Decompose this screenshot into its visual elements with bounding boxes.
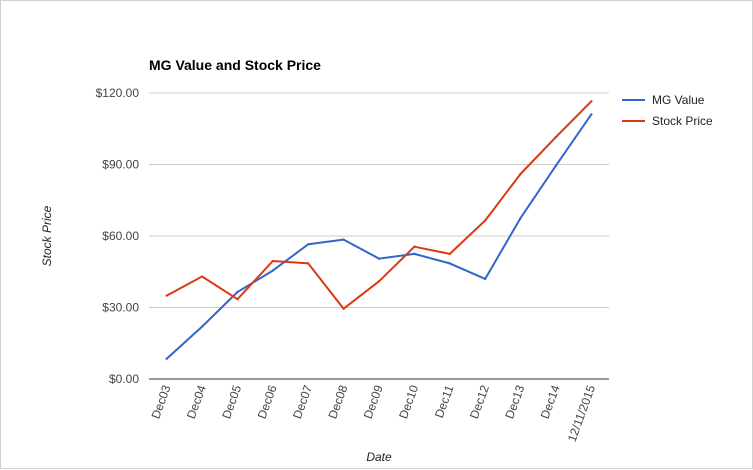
data-point xyxy=(519,216,522,220)
data-point xyxy=(590,113,593,116)
data-point xyxy=(165,357,168,360)
x-tick-label: Dec03 xyxy=(148,383,173,421)
x-tick-label: Dec06 xyxy=(255,383,280,421)
x-tick-label: 12/11/2015 xyxy=(565,383,599,444)
series-lines xyxy=(165,100,593,360)
series-line-1 xyxy=(166,100,593,310)
data-point xyxy=(448,252,451,256)
y-tick-label: $60.00 xyxy=(102,229,139,243)
y-tick-label: $90.00 xyxy=(102,158,139,172)
y-tick-label: $120.00 xyxy=(96,86,140,100)
grid-lines xyxy=(149,92,609,380)
y-axis-ticks: $0.00 $30.00 $60.00 $90.00 $120.00 xyxy=(96,86,140,386)
data-point xyxy=(413,245,416,248)
series-line-0 xyxy=(166,113,593,360)
data-point xyxy=(483,277,487,281)
x-axis-title: Date xyxy=(366,450,392,464)
data-point xyxy=(554,135,558,139)
x-tick-label: Dec12 xyxy=(467,383,492,421)
data-point xyxy=(307,262,310,265)
legend-label: Stock Price xyxy=(652,114,713,128)
data-point xyxy=(377,280,381,283)
x-tick-label: Dec07 xyxy=(290,383,315,421)
y-tick-label: $30.00 xyxy=(102,301,139,315)
data-point xyxy=(236,297,239,301)
x-tick-label: Dec05 xyxy=(219,383,244,421)
data-point xyxy=(200,325,204,328)
x-tick-label: Dec10 xyxy=(396,383,421,421)
x-tick-label: Dec14 xyxy=(538,383,563,421)
data-point xyxy=(413,252,416,256)
data-point xyxy=(271,269,275,272)
data-point xyxy=(307,243,310,246)
legend: MG Value Stock Price xyxy=(622,93,713,128)
y-axis-title: Stock Price xyxy=(40,205,54,266)
data-point xyxy=(236,290,239,294)
data-point xyxy=(200,275,204,278)
data-point xyxy=(448,262,451,265)
x-tick-label: Dec08 xyxy=(325,383,350,421)
x-tick-label: Dec11 xyxy=(432,383,457,420)
data-point xyxy=(590,100,593,103)
x-tick-label: Dec09 xyxy=(361,383,386,421)
data-point xyxy=(342,307,345,310)
data-point xyxy=(165,294,168,297)
chart-title: MG Value and Stock Price xyxy=(149,57,321,73)
x-axis-ticks: Dec03 Dec04 Dec05 Dec06 Dec07 Dec08 Dec09 Dec10… xyxy=(148,383,598,444)
legend-item: MG Value xyxy=(622,93,705,107)
data-point xyxy=(377,257,381,260)
data-point xyxy=(519,172,522,176)
x-tick-label: Dec04 xyxy=(184,383,209,421)
data-point xyxy=(342,238,345,241)
legend-item: Stock Price xyxy=(622,114,713,128)
data-point xyxy=(554,164,558,167)
legend-label: MG Value xyxy=(652,93,705,107)
data-point xyxy=(271,259,275,263)
data-point xyxy=(483,219,487,222)
x-tick-label: Dec13 xyxy=(502,383,527,421)
y-tick-label: $0.00 xyxy=(109,372,139,386)
